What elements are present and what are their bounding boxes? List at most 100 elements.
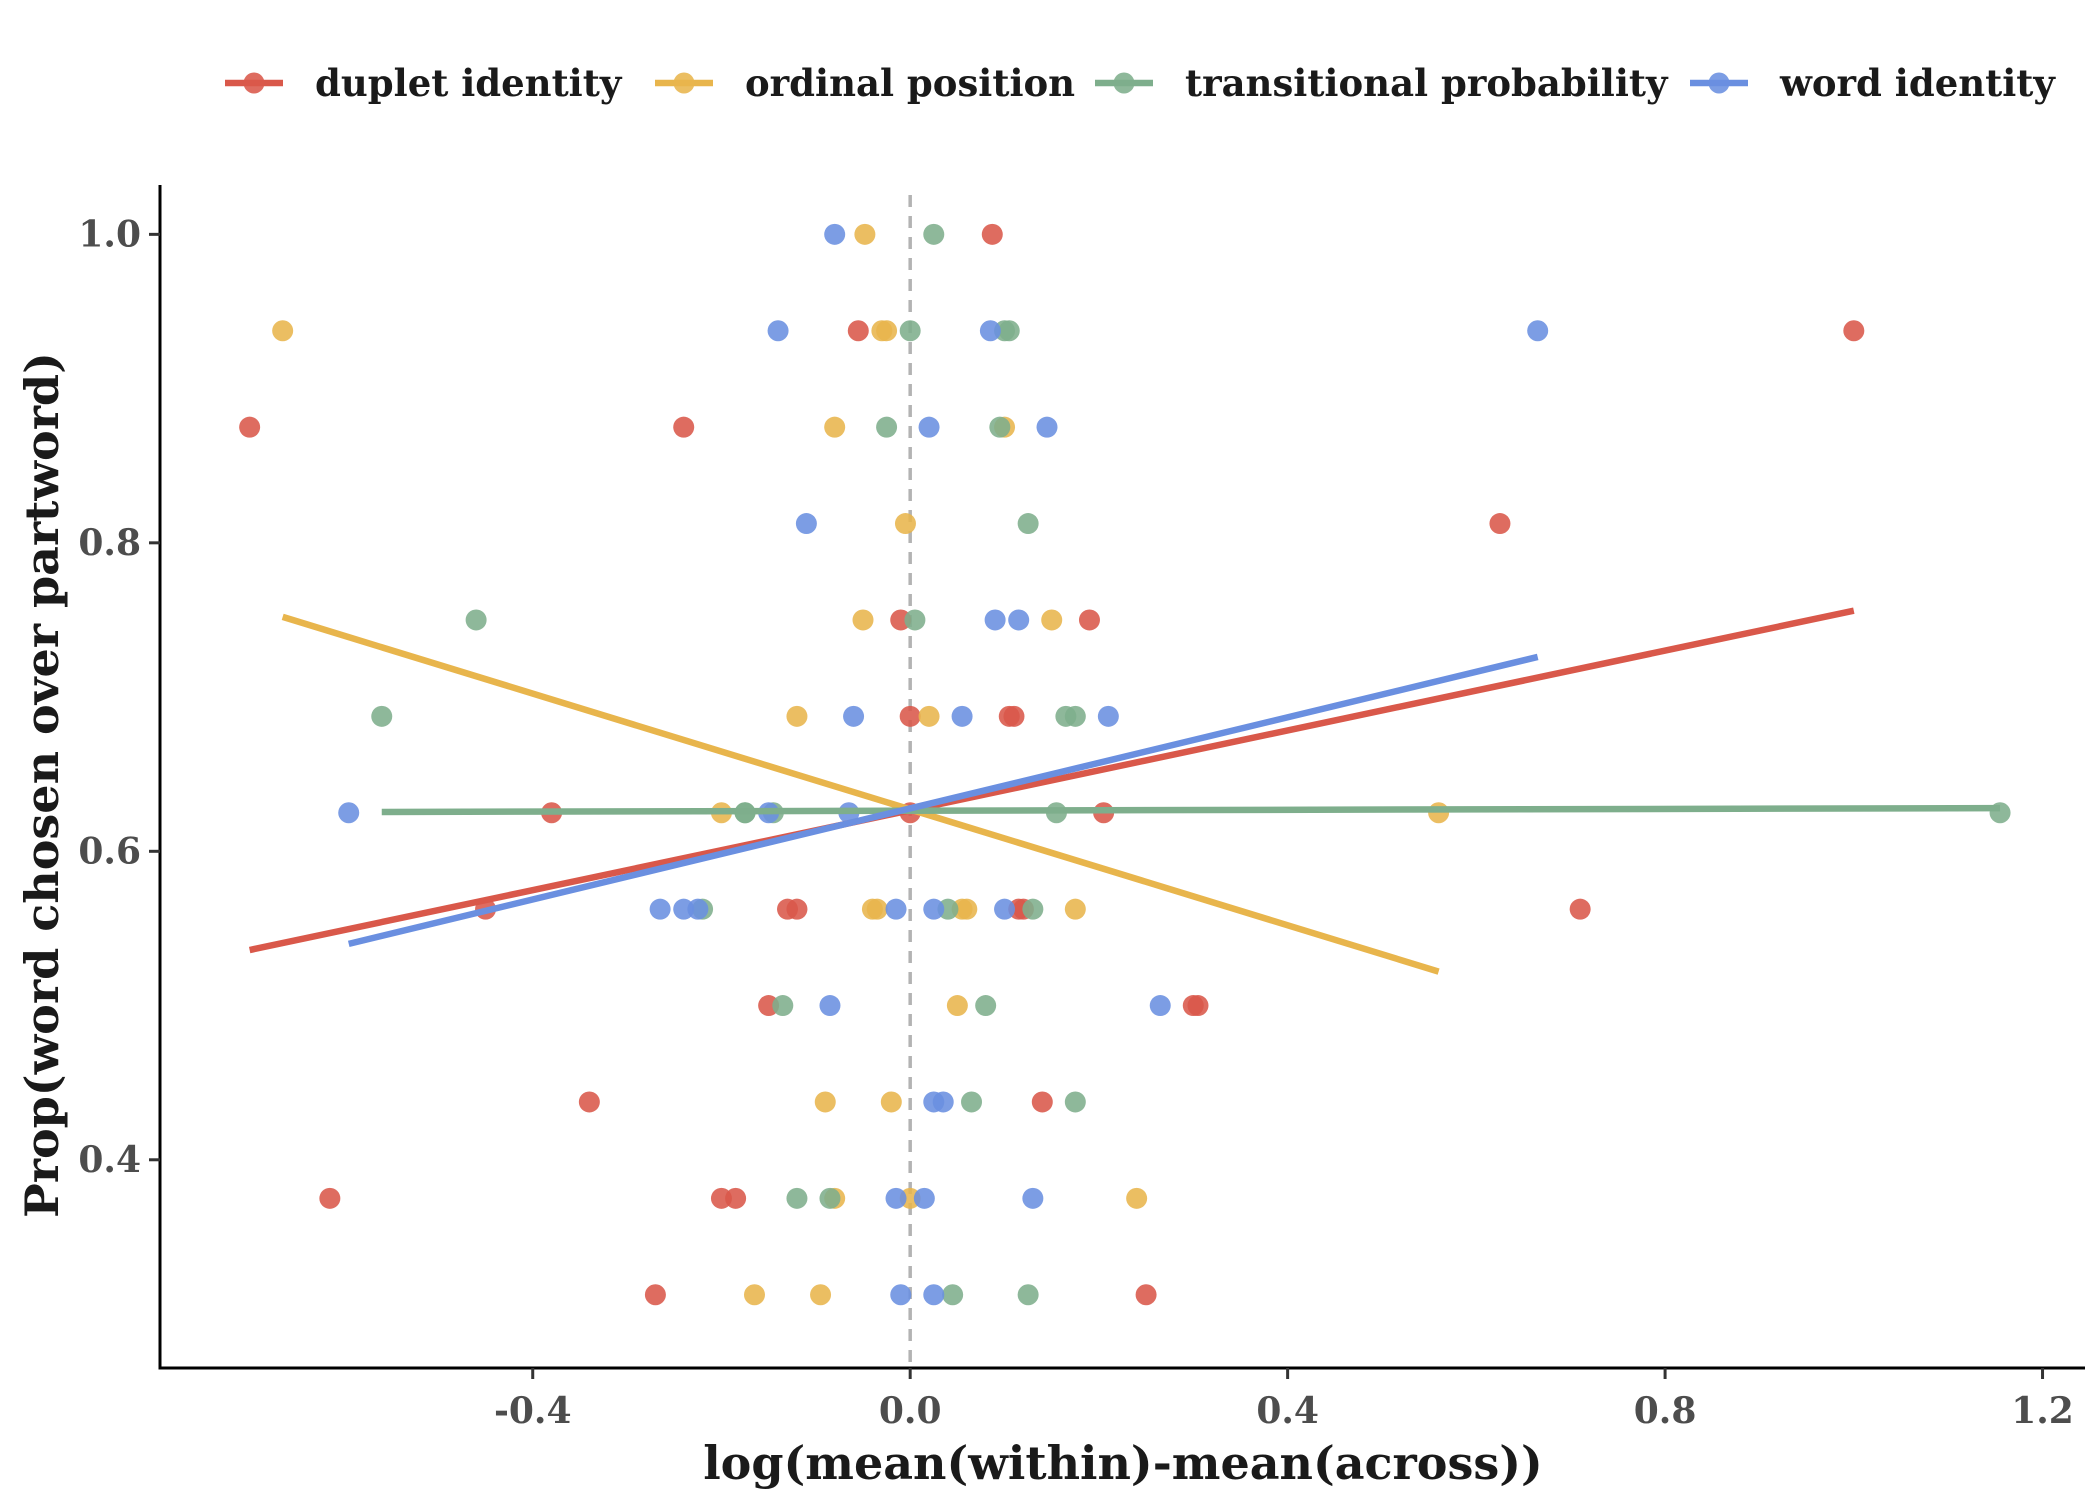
legend-key-point — [243, 72, 265, 94]
word-identity-point — [885, 898, 907, 920]
duplet-identity-point — [981, 223, 1003, 245]
word-identity-point — [767, 320, 789, 342]
word-identity-point — [819, 995, 841, 1017]
word-identity-point — [913, 1187, 935, 1209]
transitional-probability-point — [975, 995, 997, 1017]
ordinal-position-point — [876, 320, 898, 342]
axes: -0.4 0.0 0.4 0.8 1.2 0.4 0.6 0.8 1.0 — [78, 185, 2085, 1432]
ordinal-position-point — [824, 416, 846, 438]
legend-key-point — [673, 72, 695, 94]
duplet-identity-point — [725, 1187, 747, 1209]
transitional-probability-point — [772, 995, 794, 1017]
y-tick-label: 1.0 — [78, 213, 141, 255]
duplet-identity-point — [1843, 320, 1865, 342]
legend: duplet identity ordinal position transitio… — [225, 61, 2056, 105]
duplet-identity-point — [1187, 995, 1209, 1017]
transitional-probability-point — [899, 320, 921, 342]
word-identity-point — [890, 1284, 912, 1306]
ordinal-position-point — [866, 898, 888, 920]
ordinal-position-fit-line — [281, 613, 1440, 975]
transitional-probability-point — [465, 609, 487, 631]
duplet-identity-point — [1569, 898, 1591, 920]
word-identity-point — [885, 1187, 907, 1209]
word-identity-point — [1097, 705, 1119, 727]
legend-item-ordinal-position: ordinal position — [655, 61, 1075, 105]
legend-key-point — [1708, 72, 1730, 94]
x-tick-label: 0.8 — [1634, 1390, 1697, 1432]
duplet-identity-point — [1003, 705, 1025, 727]
transitional-probability-point — [876, 416, 898, 438]
ordinal-position-point — [1041, 609, 1063, 631]
legend-item-word-identity: word identity — [1690, 61, 2056, 105]
word-identity-point — [979, 320, 1001, 342]
word-identity-point — [843, 705, 865, 727]
legend-label: duplet identity — [315, 61, 623, 105]
legend-label: ordinal position — [745, 61, 1075, 105]
word-identity-point — [923, 898, 945, 920]
ordinal-position-point — [880, 1091, 902, 1113]
duplet-identity-point — [673, 416, 695, 438]
transitional-probability-point — [998, 320, 1020, 342]
ordinal-position-point — [810, 1284, 832, 1306]
ordinal-position-point — [1126, 1187, 1148, 1209]
transitional-probability-point — [1017, 513, 1039, 535]
legend-item-transitional-probability: transitional probability — [1095, 61, 1669, 105]
duplet-identity-point — [239, 416, 261, 438]
word-identity-point — [951, 705, 973, 727]
word-identity-point — [918, 416, 940, 438]
transitional-probability-point — [819, 1187, 841, 1209]
transitional-probability-point — [989, 416, 1011, 438]
word-identity-point — [994, 898, 1016, 920]
transitional-probability-point — [904, 609, 926, 631]
word-identity-point — [795, 513, 817, 535]
word-identity-fit-line — [347, 653, 1539, 948]
ordinal-position-point — [918, 705, 940, 727]
legend-label: word identity — [1779, 61, 2056, 105]
word-identity-point — [824, 223, 846, 245]
duplet-identity-point — [847, 320, 869, 342]
fit-lines-layer — [248, 607, 2001, 975]
duplet-identity-point — [1135, 1284, 1157, 1306]
ordinal-position-point — [1064, 898, 1086, 920]
transitional-probability-point — [371, 705, 393, 727]
legend-key-point — [1113, 72, 1135, 94]
word-identity-point — [1527, 320, 1549, 342]
ordinal-position-point — [814, 1091, 836, 1113]
ordinal-position-point — [894, 513, 916, 535]
word-identity-point — [338, 802, 360, 824]
ordinal-position-point — [946, 995, 968, 1017]
ordinal-position-point — [1428, 802, 1450, 824]
word-identity-point — [932, 1091, 954, 1113]
ordinal-position-point — [272, 320, 294, 342]
ordinal-position-point — [743, 1284, 765, 1306]
duplet-identity-point — [899, 705, 921, 727]
legend-item-duplet-identity: duplet identity — [225, 61, 623, 105]
ordinal-position-point — [786, 705, 808, 727]
legend-label: transitional probability — [1185, 61, 1669, 105]
transitional-probability-point — [923, 223, 945, 245]
duplet-identity-point — [1489, 513, 1511, 535]
duplet-identity-point — [319, 1187, 341, 1209]
x-tick-label: 0.0 — [879, 1390, 942, 1432]
transitional-probability-fit-line — [381, 804, 2001, 816]
x-tick-label: -0.4 — [494, 1390, 572, 1432]
word-identity-point — [687, 898, 709, 920]
transitional-probability-point — [942, 1284, 964, 1306]
transitional-probability-point — [1064, 1091, 1086, 1113]
y-tick-label: 0.4 — [78, 1139, 141, 1181]
duplet-identity-point — [1078, 609, 1100, 631]
y-tick-label: 0.6 — [78, 830, 141, 872]
ordinal-position-point — [956, 898, 978, 920]
transitional-probability-point — [1022, 898, 1044, 920]
ordinal-position-point — [854, 223, 876, 245]
x-tick-label: 0.4 — [1256, 1390, 1319, 1432]
transitional-probability-point — [1064, 705, 1086, 727]
word-identity-point — [1149, 995, 1171, 1017]
y-axis-title: Prop(word chosen over partword) — [15, 352, 69, 1218]
y-tick-label: 0.8 — [78, 522, 141, 564]
word-identity-point — [984, 609, 1006, 631]
duplet-identity-point — [786, 898, 808, 920]
transitional-probability-point — [786, 1187, 808, 1209]
transitional-probability-point — [1017, 1284, 1039, 1306]
